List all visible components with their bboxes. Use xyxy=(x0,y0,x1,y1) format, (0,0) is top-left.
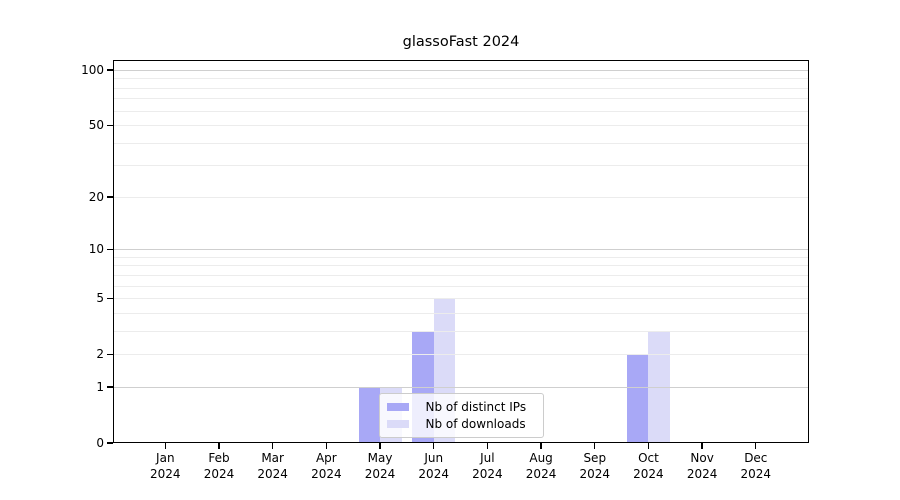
legend-item-downloads: Nb of downloads xyxy=(386,416,543,431)
x-tick-label-oct: Oct 2024 xyxy=(620,451,676,482)
major-gridline-100 xyxy=(113,69,809,71)
minor-gridline-7 xyxy=(113,274,809,276)
x-tick-label-aug: Aug 2024 xyxy=(513,451,569,482)
x-tick-month: Feb xyxy=(208,451,230,465)
minor-gridline-8 xyxy=(113,265,809,267)
y-tick-0 xyxy=(107,442,113,444)
x-tick-oct xyxy=(647,443,650,449)
x-tick-label-jun: Jun 2024 xyxy=(406,451,462,482)
x-tick-month: Jan xyxy=(156,451,175,465)
chart-title: glassoFast 2024 xyxy=(402,34,520,50)
x-tick-year: 2024 xyxy=(686,466,718,481)
y-tick-2 xyxy=(107,353,113,355)
y-tick-label-1: 1 xyxy=(96,379,104,394)
x-tick-month: Jul xyxy=(480,451,495,465)
x-tick-sep xyxy=(594,443,596,449)
x-tick-label-feb: Feb 2024 xyxy=(191,451,247,482)
x-tick-feb xyxy=(218,443,220,449)
x-tick-month: Mar xyxy=(261,451,284,465)
y-tick-label-2: 2 xyxy=(96,347,104,362)
x-tick-year: 2024 xyxy=(364,466,396,481)
y-tick-5 xyxy=(107,297,113,299)
x-tick-aug xyxy=(540,443,542,449)
x-tick-year: 2024 xyxy=(525,466,557,481)
minor-gridline-5 xyxy=(113,298,809,300)
x-tick-year: 2024 xyxy=(418,466,449,481)
y-tick-10 xyxy=(107,248,113,250)
x-tick-year: 2024 xyxy=(579,466,611,481)
x-tick-month: Apr xyxy=(315,451,337,465)
x-tick-jul xyxy=(486,443,489,449)
x-tick-label-nov: Nov 2024 xyxy=(674,451,730,482)
y-tick-100 xyxy=(107,69,113,71)
x-tick-label-may: May 2024 xyxy=(352,451,408,482)
x-tick-year: 2024 xyxy=(203,466,235,481)
x-tick-nov xyxy=(701,443,703,449)
x-tick-apr xyxy=(325,443,327,449)
x-tick-month: Nov xyxy=(690,451,714,465)
y-tick-1 xyxy=(107,386,113,388)
x-tick-jun xyxy=(433,443,435,449)
minor-gridline-4 xyxy=(113,312,809,314)
y-tick-20 xyxy=(107,196,113,198)
y-tick-label-100: 100 xyxy=(81,62,104,77)
x-tick-label-sep: Sep 2024 xyxy=(567,451,623,482)
x-tick-month: Jun xyxy=(424,451,444,465)
minor-gridline-30 xyxy=(113,165,809,167)
legend-swatch-distinct-ips xyxy=(386,402,409,411)
x-tick-mar xyxy=(272,443,274,449)
x-tick-month: May xyxy=(367,451,393,465)
y-tick-50 xyxy=(107,124,113,126)
x-tick-month: Sep xyxy=(583,451,607,465)
x-tick-month: Dec xyxy=(744,451,768,465)
minor-gridline-60 xyxy=(113,110,809,112)
x-tick-may xyxy=(379,443,381,449)
minor-gridline-40 xyxy=(113,142,809,144)
minor-gridline-70 xyxy=(113,98,809,100)
y-tick-label-10: 10 xyxy=(88,242,104,257)
x-tick-year: 2024 xyxy=(257,466,288,481)
x-tick-year: 2024 xyxy=(311,466,342,481)
y-tick-label-20: 20 xyxy=(88,189,104,204)
x-tick-label-jul: Jul 2024 xyxy=(459,451,515,482)
x-tick-label-jan: Jan 2024 xyxy=(137,451,193,482)
x-tick-label-apr: Apr 2024 xyxy=(298,451,354,482)
y-tick-label-0: 0 xyxy=(96,436,104,450)
plot-area: 0 1 2 5 10 20 50 100 Jan 2024 Feb 2024 Mar 2024 Apr 202… xyxy=(81,60,809,481)
major-gridline-10 xyxy=(113,249,809,251)
x-tick-label-dec: Dec 2024 xyxy=(728,451,784,482)
x-tick-year: 2024 xyxy=(472,466,503,481)
x-tick-label-mar: Mar 2024 xyxy=(245,451,301,482)
legend-label-downloads: Nb of downloads xyxy=(425,416,526,431)
minor-gridline-6 xyxy=(113,285,809,287)
legend: Nb of distinct IPs Nb of downloads xyxy=(378,392,544,438)
y-tick-label-5: 5 xyxy=(96,291,104,306)
bar-distinct-ips-may xyxy=(358,386,381,443)
minor-gridline-50 xyxy=(113,125,809,127)
x-tick-month: Oct xyxy=(638,451,659,465)
y-tick-label-50: 50 xyxy=(88,118,104,133)
minor-gridline-9 xyxy=(113,256,809,258)
minor-gridline-2 xyxy=(113,354,809,356)
legend-label-distinct-ips: Nb of distinct IPs xyxy=(425,399,527,414)
grid-layer xyxy=(113,60,809,443)
x-tick-jan xyxy=(164,443,166,449)
minor-gridline-3 xyxy=(113,330,809,332)
x-tick-year: 2024 xyxy=(633,466,664,481)
minor-gridline-20 xyxy=(113,196,809,198)
legend-item-distinct-ips: Nb of distinct IPs xyxy=(386,399,543,414)
x-tick-year: 2024 xyxy=(740,466,772,481)
major-gridline-1 xyxy=(113,386,809,388)
bar-distinct-ips-oct xyxy=(626,354,649,443)
x-tick-month: Aug xyxy=(529,451,553,465)
legend-swatch-downloads xyxy=(386,419,409,428)
x-tick-dec xyxy=(755,443,757,449)
minor-gridline-80 xyxy=(113,87,809,89)
x-tick-year: 2024 xyxy=(150,466,181,481)
minor-gridline-90 xyxy=(113,78,809,80)
